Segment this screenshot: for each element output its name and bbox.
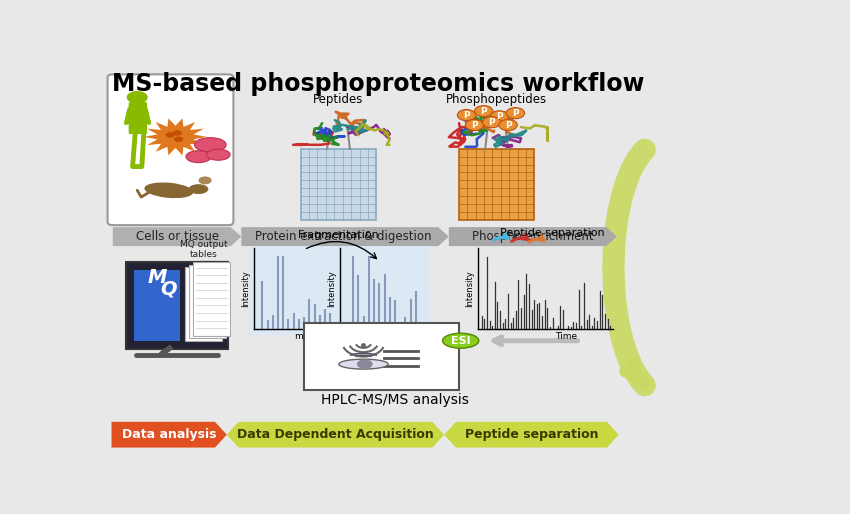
Text: ESI: ESI xyxy=(450,336,470,346)
FancyBboxPatch shape xyxy=(304,323,459,390)
Polygon shape xyxy=(144,118,207,155)
Polygon shape xyxy=(449,227,617,246)
Circle shape xyxy=(506,107,524,119)
Text: P: P xyxy=(463,111,470,120)
Text: Peptide separation: Peptide separation xyxy=(501,228,605,238)
Polygon shape xyxy=(227,422,445,448)
Circle shape xyxy=(174,137,184,142)
Circle shape xyxy=(490,111,509,122)
Text: Time: Time xyxy=(555,332,577,341)
Text: P: P xyxy=(488,118,495,127)
FancyBboxPatch shape xyxy=(185,267,222,341)
Ellipse shape xyxy=(195,138,226,152)
Text: Data Dependent Acquisition: Data Dependent Acquisition xyxy=(237,428,434,441)
Text: Q: Q xyxy=(161,280,177,299)
Circle shape xyxy=(198,176,212,185)
Text: P: P xyxy=(471,120,478,130)
FancyBboxPatch shape xyxy=(190,265,226,338)
Polygon shape xyxy=(339,359,388,369)
Text: MQ output
tables: MQ output tables xyxy=(180,240,228,260)
Circle shape xyxy=(465,119,484,131)
Polygon shape xyxy=(445,422,619,448)
Circle shape xyxy=(457,109,476,121)
Ellipse shape xyxy=(144,182,193,198)
Bar xyxy=(248,246,429,335)
Text: P: P xyxy=(505,120,512,130)
Bar xyxy=(134,270,180,341)
Circle shape xyxy=(357,359,372,369)
Polygon shape xyxy=(241,227,449,246)
Text: Fragmentation: Fragmentation xyxy=(298,230,380,240)
Text: P: P xyxy=(480,106,487,116)
Circle shape xyxy=(499,119,518,131)
Polygon shape xyxy=(113,227,241,246)
Text: Protein extraction & digestion: Protein extraction & digestion xyxy=(255,230,432,243)
Text: Intensity: Intensity xyxy=(241,270,251,307)
Text: Data analysis: Data analysis xyxy=(122,428,217,441)
FancyBboxPatch shape xyxy=(128,102,147,134)
Text: Peptide separation: Peptide separation xyxy=(465,428,598,441)
Circle shape xyxy=(474,105,493,117)
Circle shape xyxy=(173,130,182,136)
Text: M: M xyxy=(147,268,167,287)
Text: Phospho enrichment: Phospho enrichment xyxy=(473,230,594,243)
Text: Phosphopeptides: Phosphopeptides xyxy=(446,93,547,106)
Polygon shape xyxy=(111,422,227,448)
Text: Intensity: Intensity xyxy=(327,270,336,307)
Text: P: P xyxy=(512,108,518,118)
Ellipse shape xyxy=(189,184,208,194)
Text: HPLC-MS/MS analysis: HPLC-MS/MS analysis xyxy=(320,393,468,407)
FancyBboxPatch shape xyxy=(126,262,228,348)
Ellipse shape xyxy=(443,333,479,348)
Bar xyxy=(459,149,535,220)
Text: Intensity: Intensity xyxy=(465,270,473,307)
Text: Peptides: Peptides xyxy=(314,93,364,106)
Circle shape xyxy=(166,132,175,138)
Bar xyxy=(301,149,377,220)
Text: Cells or tissue: Cells or tissue xyxy=(136,230,219,243)
Text: m/z: m/z xyxy=(293,332,310,341)
Text: P: P xyxy=(496,112,503,121)
Ellipse shape xyxy=(207,149,230,160)
Circle shape xyxy=(127,91,148,104)
FancyBboxPatch shape xyxy=(108,75,234,225)
Text: m/z: m/z xyxy=(379,332,396,341)
Text: MS-based phosphoproteomics workflow: MS-based phosphoproteomics workflow xyxy=(111,71,644,96)
Ellipse shape xyxy=(186,151,211,162)
FancyBboxPatch shape xyxy=(193,262,230,336)
Circle shape xyxy=(483,117,501,128)
